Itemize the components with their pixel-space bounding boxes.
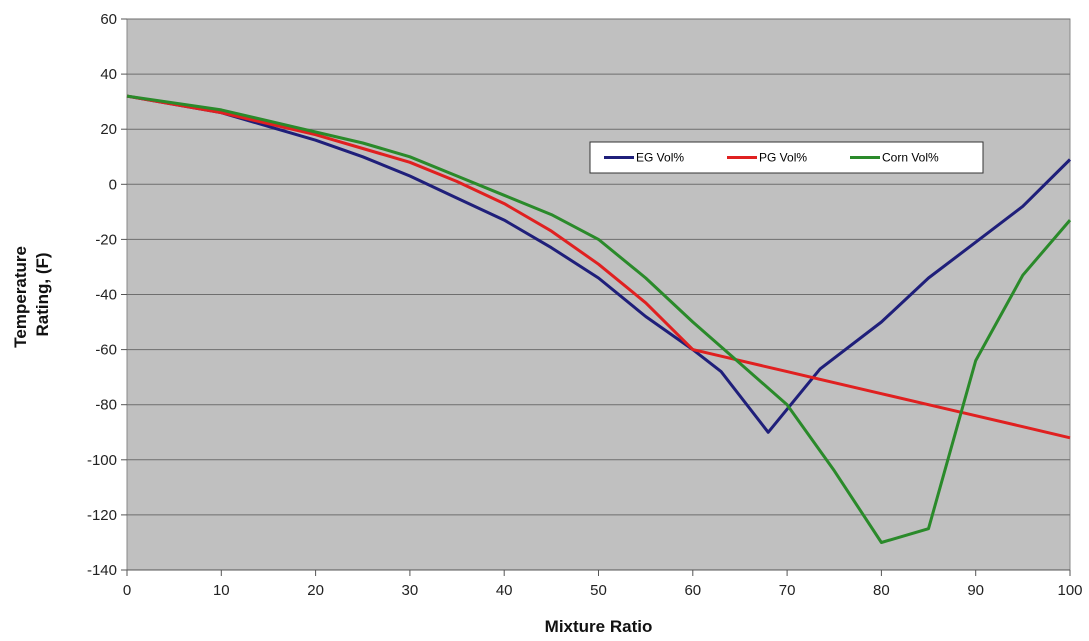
y-axis-title-line-1: Temperature bbox=[11, 246, 30, 348]
legend-label: EG Vol% bbox=[636, 151, 684, 165]
x-tick-label: 100 bbox=[1057, 582, 1082, 599]
y-tick-label: -60 bbox=[95, 342, 117, 359]
y-tick-label: -20 bbox=[95, 231, 117, 248]
series-line-eg-vol bbox=[126, 94, 1072, 434]
x-tick-label: 70 bbox=[779, 582, 796, 599]
x-tick-label: 40 bbox=[496, 582, 513, 599]
y-tick-label: 40 bbox=[100, 66, 117, 83]
y-tick-label: 0 bbox=[109, 176, 117, 193]
x-tick-label: 50 bbox=[590, 582, 607, 599]
series-line-pg-vol bbox=[126, 94, 1071, 440]
x-axis-ticks: 0 10 20 30 40 50 60 70 80 90 100 bbox=[123, 569, 1083, 599]
x-tick-label: 80 bbox=[873, 582, 890, 599]
x-axis-title: Mixture Ratio bbox=[545, 617, 653, 636]
x-tick-label: 30 bbox=[402, 582, 419, 599]
y-tick-label: 60 bbox=[100, 11, 117, 28]
legend-label: PG Vol% bbox=[759, 151, 807, 165]
series-lines bbox=[126, 94, 1072, 544]
y-axis-title-line-2: Rating, (F) bbox=[33, 252, 52, 336]
legend: EG Vol% PG Vol% Corn Vol% bbox=[589, 141, 984, 174]
y-tick-label: -40 bbox=[95, 287, 117, 304]
y-axis-ticks: 60 40 20 0 -20 -40 -60 -80 -100 -120 -140 bbox=[87, 11, 127, 579]
y-tick-label: -140 bbox=[87, 562, 117, 579]
y-tick-label: -80 bbox=[95, 397, 117, 414]
x-tick-label: 20 bbox=[307, 582, 324, 599]
legend-label: Corn Vol% bbox=[882, 151, 939, 165]
x-tick-label: 10 bbox=[213, 582, 230, 599]
x-tick-label: 90 bbox=[967, 582, 984, 599]
x-tick-label: 0 bbox=[123, 582, 131, 599]
y-tick-label: -100 bbox=[87, 452, 117, 469]
y-tick-label: 20 bbox=[100, 121, 117, 138]
x-tick-label: 60 bbox=[684, 582, 701, 599]
legend-box bbox=[589, 141, 984, 174]
series-line-corn-vol bbox=[126, 94, 1072, 544]
y-tick-label: -120 bbox=[87, 507, 117, 524]
y-axis-title: Temperature Rating, (F) bbox=[11, 241, 52, 347]
